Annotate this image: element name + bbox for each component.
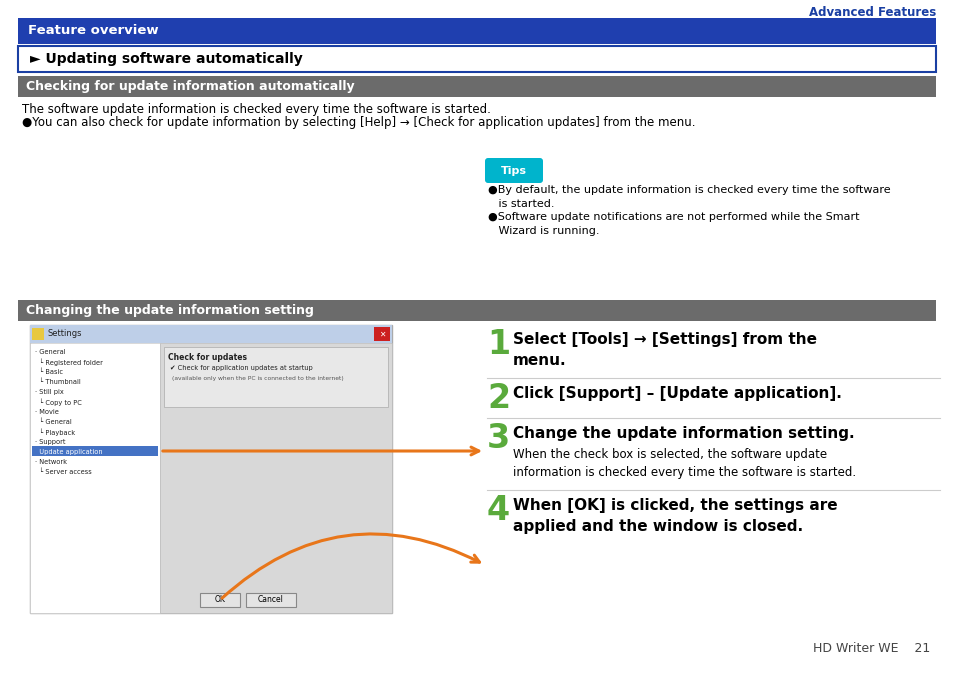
- Text: Changing the update information setting: Changing the update information setting: [26, 304, 314, 317]
- Text: Feature overview: Feature overview: [28, 24, 158, 38]
- Text: Update application: Update application: [35, 449, 103, 455]
- Text: When [OK] is clicked, the settings are
applied and the window is closed.: When [OK] is clicked, the settings are a…: [513, 498, 837, 534]
- Text: └ General: └ General: [35, 419, 71, 425]
- Text: Select [Tools] → [Settings] from the
menu.: Select [Tools] → [Settings] from the men…: [513, 332, 816, 368]
- FancyBboxPatch shape: [374, 327, 390, 341]
- Text: ► Updating software automatically: ► Updating software automatically: [30, 52, 302, 66]
- Text: └ Copy to PC: └ Copy to PC: [35, 398, 82, 406]
- Text: Click [Support] – [Update application].: Click [Support] – [Update application].: [513, 386, 841, 401]
- Text: └ Thumbnail: └ Thumbnail: [35, 379, 81, 386]
- Text: ●By default, the update information is checked every time the software
   is sta: ●By default, the update information is c…: [488, 185, 890, 209]
- Text: 4: 4: [486, 494, 510, 527]
- Bar: [164, 347, 388, 407]
- Text: └ Playback: └ Playback: [35, 428, 75, 436]
- Text: Check for updates: Check for updates: [168, 353, 247, 362]
- Text: ●Software update notifications are not performed while the Smart
   Wizard is ru: ●Software update notifications are not p…: [488, 212, 859, 236]
- Text: ⋅ Still pix: ⋅ Still pix: [35, 389, 64, 395]
- Bar: [32, 446, 158, 456]
- Bar: [160, 343, 392, 613]
- Bar: [32, 328, 44, 340]
- Text: HD Writer WE    21: HD Writer WE 21: [812, 642, 929, 655]
- Text: ●You can also check for update information by selecting [Help] → [Check for appl: ●You can also check for update informati…: [22, 116, 695, 129]
- Bar: [200, 593, 240, 607]
- Text: ✕: ✕: [378, 330, 385, 339]
- Text: The software update information is checked every time the software is started.: The software update information is check…: [22, 103, 491, 116]
- Bar: [18, 18, 935, 44]
- Text: OK: OK: [214, 596, 225, 604]
- Text: Settings: Settings: [48, 330, 82, 339]
- Text: ⋅ Network: ⋅ Network: [35, 459, 67, 465]
- FancyBboxPatch shape: [484, 158, 542, 183]
- Bar: [246, 593, 295, 607]
- Text: Checking for update information automatically: Checking for update information automati…: [26, 80, 355, 93]
- Text: (available only when the PC is connected to the internet): (available only when the PC is connected…: [172, 376, 343, 381]
- Bar: [18, 46, 935, 72]
- Text: 3: 3: [486, 422, 510, 455]
- Text: 2: 2: [486, 382, 510, 415]
- Text: ⋅ Support: ⋅ Support: [35, 439, 66, 445]
- Text: Change the update information setting.: Change the update information setting.: [513, 426, 854, 441]
- Text: Cancel: Cancel: [258, 596, 284, 604]
- Text: Advanced Features: Advanced Features: [808, 6, 935, 19]
- Text: When the check box is selected, the software update
information is checked every: When the check box is selected, the soft…: [513, 448, 855, 479]
- Text: 1: 1: [486, 328, 510, 361]
- Text: ⋅ General: ⋅ General: [35, 349, 66, 355]
- Text: └ Server access: └ Server access: [35, 468, 91, 475]
- Bar: [18, 76, 935, 97]
- Bar: [30, 325, 392, 343]
- Text: └ Basic: └ Basic: [35, 369, 63, 376]
- Text: ✔ Check for application updates at startup: ✔ Check for application updates at start…: [170, 365, 313, 371]
- Bar: [18, 300, 935, 321]
- Text: └ Registered folder: └ Registered folder: [35, 358, 103, 366]
- Text: Tips: Tips: [500, 166, 526, 176]
- Bar: [30, 325, 392, 613]
- Text: ⋅ Movie: ⋅ Movie: [35, 409, 59, 415]
- Bar: [30, 343, 160, 613]
